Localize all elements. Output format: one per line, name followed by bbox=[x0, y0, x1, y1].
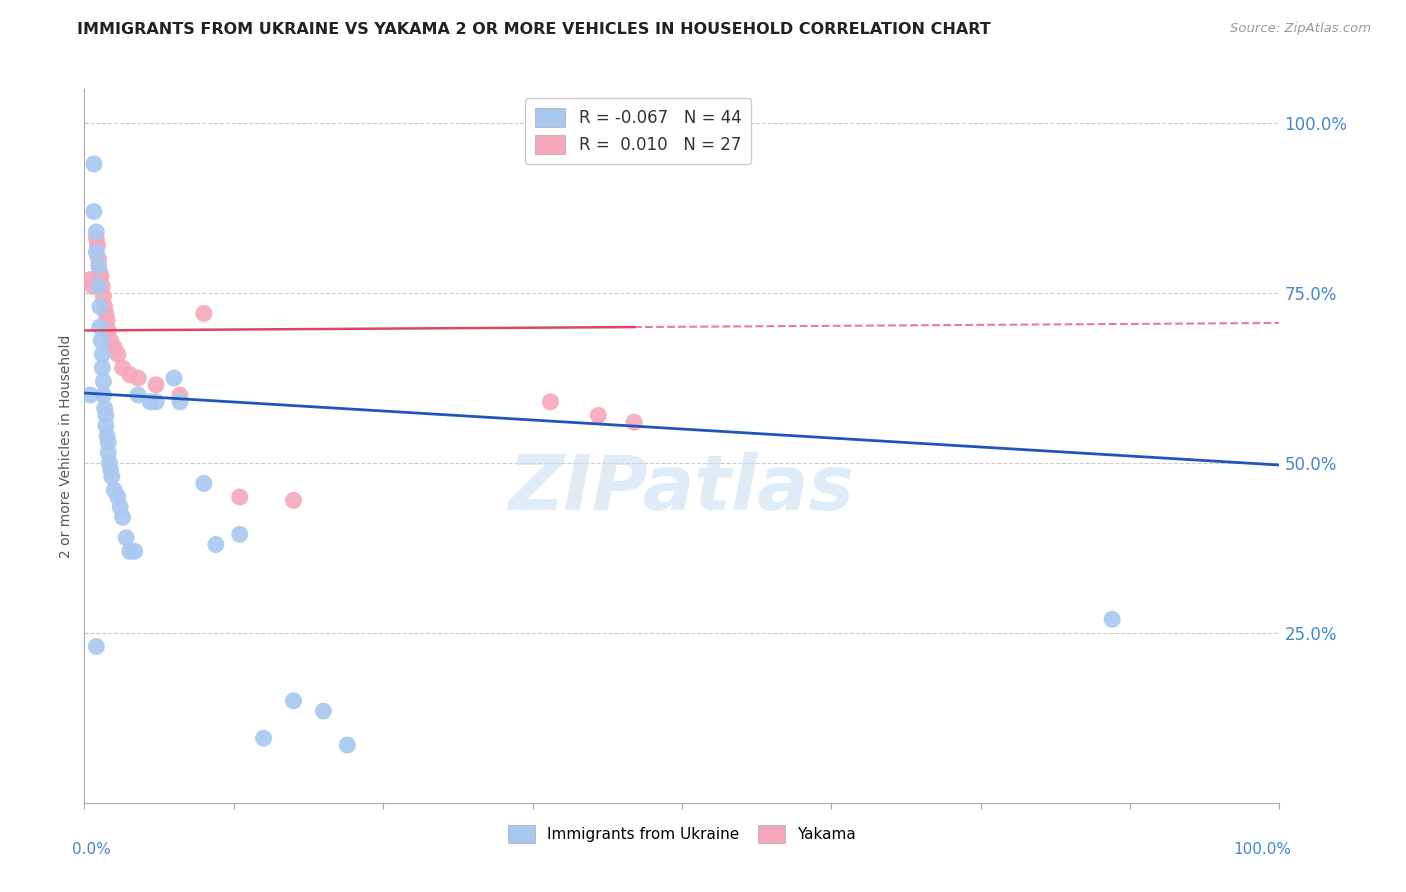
Point bbox=[86, 238, 108, 252]
Point bbox=[93, 289, 115, 303]
Point bbox=[96, 313, 118, 327]
Point bbox=[91, 347, 114, 361]
Point bbox=[100, 463, 122, 477]
Point bbox=[90, 269, 112, 284]
Text: Source: ZipAtlas.com: Source: ZipAtlas.com bbox=[1230, 22, 1371, 36]
Point bbox=[111, 510, 134, 524]
Point bbox=[82, 279, 104, 293]
Point bbox=[93, 388, 115, 402]
Point bbox=[623, 415, 645, 429]
Point bbox=[588, 409, 610, 423]
Text: 100.0%: 100.0% bbox=[1233, 842, 1292, 857]
Point bbox=[87, 259, 110, 273]
Point bbox=[124, 544, 146, 558]
Point bbox=[193, 476, 215, 491]
Point bbox=[100, 334, 122, 348]
Point bbox=[98, 456, 121, 470]
Point bbox=[103, 483, 125, 498]
Point bbox=[91, 279, 114, 293]
Point bbox=[118, 368, 141, 382]
Point bbox=[169, 394, 191, 409]
Point bbox=[79, 388, 101, 402]
Point bbox=[89, 300, 111, 314]
Point bbox=[111, 360, 134, 375]
Point bbox=[83, 204, 105, 219]
Point bbox=[97, 435, 120, 450]
Point bbox=[103, 341, 125, 355]
Point bbox=[87, 252, 110, 266]
Point bbox=[93, 401, 115, 416]
Text: 0.0%: 0.0% bbox=[73, 842, 111, 857]
Point bbox=[97, 323, 120, 337]
Point bbox=[91, 360, 114, 375]
Point bbox=[229, 490, 252, 504]
Point bbox=[145, 394, 167, 409]
Point bbox=[205, 537, 228, 551]
Point bbox=[115, 531, 138, 545]
Point bbox=[86, 225, 108, 239]
Y-axis label: 2 or more Vehicles in Household: 2 or more Vehicles in Household bbox=[59, 334, 73, 558]
Point bbox=[86, 640, 108, 654]
Point bbox=[118, 544, 141, 558]
Text: IMMIGRANTS FROM UKRAINE VS YAKAMA 2 OR MORE VEHICLES IN HOUSEHOLD CORRELATION CH: IMMIGRANTS FROM UKRAINE VS YAKAMA 2 OR M… bbox=[77, 22, 991, 37]
Point bbox=[96, 429, 118, 443]
Point bbox=[87, 279, 110, 293]
Point bbox=[193, 306, 215, 320]
Point bbox=[312, 704, 335, 718]
Point bbox=[169, 388, 191, 402]
Text: ZIPatlas: ZIPatlas bbox=[509, 452, 855, 525]
Point bbox=[94, 418, 117, 433]
Point bbox=[283, 493, 305, 508]
Point bbox=[229, 527, 252, 541]
Point bbox=[540, 394, 562, 409]
Point bbox=[90, 334, 112, 348]
Point bbox=[139, 394, 162, 409]
Point bbox=[110, 500, 132, 515]
Point bbox=[83, 157, 105, 171]
Point bbox=[127, 371, 149, 385]
Legend: Immigrants from Ukraine, Yakama: Immigrants from Ukraine, Yakama bbox=[502, 819, 862, 848]
Point bbox=[107, 490, 129, 504]
Point bbox=[89, 320, 111, 334]
Point bbox=[93, 375, 115, 389]
Point bbox=[86, 245, 108, 260]
Point bbox=[1101, 612, 1123, 626]
Point bbox=[101, 469, 124, 483]
Point bbox=[336, 738, 359, 752]
Point bbox=[94, 409, 117, 423]
Point bbox=[163, 371, 186, 385]
Point bbox=[145, 377, 167, 392]
Point bbox=[86, 232, 108, 246]
Point bbox=[107, 347, 129, 361]
Point bbox=[127, 388, 149, 402]
Point bbox=[94, 306, 117, 320]
Point bbox=[253, 731, 276, 746]
Point bbox=[89, 266, 111, 280]
Point bbox=[93, 300, 115, 314]
Point bbox=[79, 272, 101, 286]
Point bbox=[97, 446, 120, 460]
Point bbox=[283, 694, 305, 708]
